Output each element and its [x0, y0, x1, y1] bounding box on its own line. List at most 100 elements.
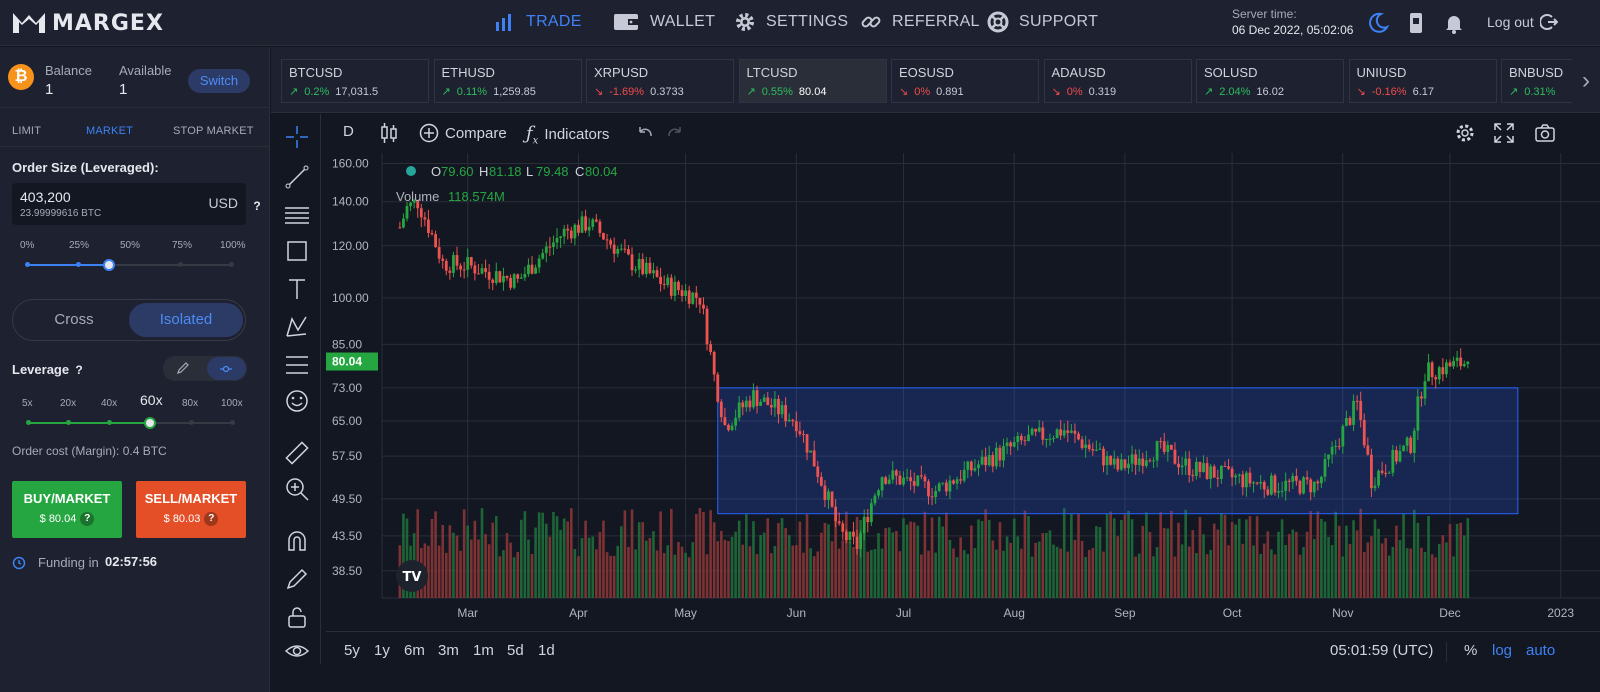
- candle-body: [1398, 451, 1402, 462]
- nav-settings[interactable]: SETTINGS: [734, 10, 848, 34]
- undo-icon[interactable]: [636, 124, 654, 142]
- range-1y[interactable]: 1y: [374, 642, 390, 659]
- pattern-icon[interactable]: [284, 314, 310, 340]
- volume-bar: [1316, 511, 1320, 598]
- volume-bar: [1020, 548, 1023, 598]
- percent-scale-button[interactable]: %: [1464, 642, 1478, 659]
- nav-support[interactable]: SUPPORT: [987, 10, 1098, 34]
- ticker-btcusd[interactable]: BTCUSD ↗ 0.2% 17,031.5: [281, 59, 429, 103]
- range-5y[interactable]: 5y: [344, 642, 360, 659]
- mobile-app-icon[interactable]: [1404, 11, 1428, 35]
- tab-limit[interactable]: LIMIT: [12, 125, 42, 137]
- tab-stop-market[interactable]: STOP MARKET: [173, 125, 254, 137]
- nav-wallet-label: WALLET: [650, 13, 716, 30]
- volume-bar: [1209, 549, 1212, 598]
- nav-wallet[interactable]: WALLET: [612, 10, 715, 34]
- size-slider-knob[interactable]: [103, 259, 115, 271]
- price-chart[interactable]: 160.00 140.00 120.00 100.00 85.00 73.00 65.00 5…: [326, 153, 1600, 631]
- volume-bar: [580, 538, 584, 598]
- logout-button[interactable]: Log out: [1487, 13, 1558, 31]
- bell-icon[interactable]: [1442, 11, 1466, 35]
- logo[interactable]: MARGEX: [12, 8, 164, 38]
- slider-mode-button[interactable]: [207, 357, 246, 380]
- nav-referral[interactable]: REFERRAL: [860, 10, 980, 34]
- indicators-button[interactable]: ƒx Indicators: [526, 123, 609, 147]
- ticker-solusd[interactable]: SOLUSD ↗ 2.04% 16.02: [1196, 59, 1344, 103]
- ticker-uniusd[interactable]: UNIUSD ↘ -0.16% 6.17: [1348, 59, 1497, 103]
- buy-help-icon[interactable]: ?: [80, 512, 95, 526]
- leverage-option: 5x: [22, 398, 33, 409]
- ticker-xrpusd[interactable]: XRPUSD ↘ -1.69% 0.3733: [586, 59, 734, 103]
- ticker-ltcusd[interactable]: LTCUSD ↗ 0.55% 80.04: [738, 59, 887, 103]
- ticker-ethusd[interactable]: ETHUSD ↗ 0.11% 1,259.85: [433, 59, 582, 103]
- candle-body: [1194, 461, 1198, 476]
- volume-bar: [1105, 513, 1109, 598]
- utc-clock[interactable]: 05:01:59 (UTC): [1330, 642, 1434, 659]
- isolated-button[interactable]: Isolated: [129, 303, 243, 337]
- buy-market-button[interactable]: BUY/MARKET $ 80.04?: [12, 481, 122, 538]
- candle-body: [1395, 450, 1398, 462]
- fullscreen-icon[interactable]: [1493, 122, 1515, 144]
- eye-icon[interactable]: [284, 638, 310, 664]
- compare-button[interactable]: Compare: [419, 123, 507, 143]
- candle-body: [1034, 428, 1038, 432]
- chart-settings-icon[interactable]: [1454, 122, 1476, 144]
- volume-bar: [712, 522, 716, 598]
- volume-bar: [841, 540, 845, 598]
- text-icon[interactable]: [284, 276, 310, 302]
- rectangle-icon[interactable]: [284, 238, 310, 264]
- emoji-icon[interactable]: [284, 388, 310, 414]
- ticker-next-button[interactable]: ›: [1572, 59, 1600, 103]
- interval-button[interactable]: D: [343, 123, 354, 140]
- tab-market[interactable]: MARKET: [86, 125, 134, 137]
- volume-bar: [455, 535, 459, 598]
- range-1m[interactable]: 1m: [473, 642, 494, 659]
- y-tick-label: 140.00: [332, 195, 369, 209]
- candles-icon[interactable]: [379, 122, 399, 144]
- fib-icon[interactable]: [284, 352, 310, 378]
- candle-body: [994, 447, 998, 467]
- auto-scale-button[interactable]: auto: [1526, 642, 1556, 659]
- order-size-help-icon[interactable]: ?: [253, 199, 261, 213]
- cross-button[interactable]: Cross: [54, 311, 94, 328]
- horizontal-lines-icon[interactable]: [284, 202, 310, 228]
- volume-bar: [1102, 551, 1105, 598]
- volume-bar: [1123, 514, 1127, 598]
- sell-help-icon[interactable]: ?: [204, 512, 219, 526]
- sell-market-button[interactable]: SELL/MARKET $ 80.03?: [136, 481, 246, 538]
- moon-icon[interactable]: [1366, 11, 1390, 35]
- leverage-help-icon[interactable]: ?: [75, 363, 83, 377]
- nav-trade[interactable]: TRADE: [494, 10, 582, 34]
- indicators-label: Indicators: [544, 126, 610, 144]
- leverage-slider-knob[interactable]: [144, 417, 156, 429]
- ticker-eosusd[interactable]: EOSUSD ↘ 0% 0.891: [891, 59, 1039, 103]
- size-slider-track[interactable]: [27, 264, 233, 266]
- candle-body: [705, 308, 709, 345]
- candle-body: [584, 216, 587, 231]
- candle-body: [1048, 438, 1052, 440]
- candle-body: [466, 257, 470, 270]
- order-size-input[interactable]: 403,200 23.99999616 BTC USD: [12, 183, 246, 225]
- ticker-adausd[interactable]: ADAUSD ↘ 0% 0.319: [1043, 59, 1192, 103]
- volume-bar: [1412, 509, 1416, 598]
- camera-icon[interactable]: [1534, 122, 1556, 144]
- range-6m[interactable]: 6m: [404, 642, 425, 659]
- range-5d[interactable]: 5d: [507, 642, 524, 659]
- candle-body: [534, 267, 537, 274]
- magnet-icon[interactable]: [284, 528, 310, 554]
- switch-button[interactable]: Switch: [188, 69, 250, 93]
- lock-icon[interactable]: [284, 604, 310, 630]
- log-scale-button[interactable]: log: [1492, 642, 1513, 659]
- crosshair-icon[interactable]: [284, 124, 310, 150]
- volume-bar: [662, 553, 666, 598]
- ruler-icon[interactable]: [284, 440, 310, 466]
- volume-bar: [870, 549, 873, 598]
- range-3m[interactable]: 3m: [438, 642, 459, 659]
- trendline-icon[interactable]: [284, 164, 310, 190]
- pencil-icon[interactable]: [176, 361, 190, 375]
- range-rectangle[interactable]: [717, 387, 1519, 515]
- redo-icon[interactable]: [666, 124, 684, 142]
- zoom-in-icon[interactable]: [284, 476, 310, 502]
- range-1d[interactable]: 1d: [538, 642, 555, 659]
- lock-drawing-icon[interactable]: [284, 566, 310, 592]
